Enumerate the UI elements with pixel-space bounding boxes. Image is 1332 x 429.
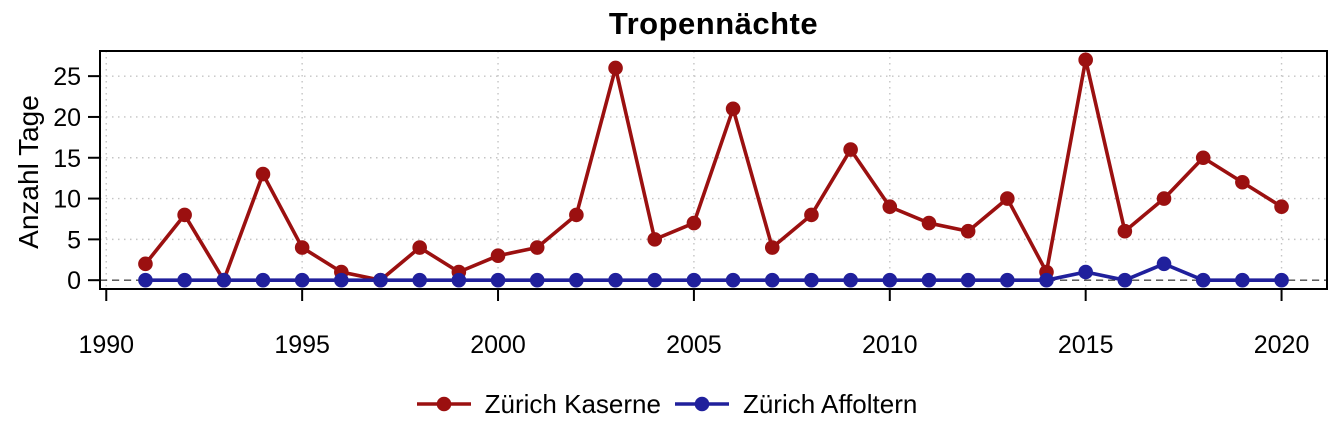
series-0-point-1991 <box>138 256 153 272</box>
legend: Zürich Kaserne Zürich Affoltern <box>0 384 1332 424</box>
x-tick-label-2020: 2020 <box>1254 331 1310 359</box>
series-1-point-2009 <box>843 272 858 288</box>
x-tick-label-1990: 1990 <box>78 331 134 359</box>
x-tick-label-2010: 2010 <box>862 331 918 359</box>
series-0-point-2007 <box>764 240 780 255</box>
series-0-point-2009 <box>843 142 858 157</box>
series-1-point-2019 <box>1235 272 1250 288</box>
series-1-point-2011 <box>921 272 937 288</box>
y-tick-label-20: 20 <box>53 104 81 132</box>
series-0-point-2003 <box>608 60 623 76</box>
legend-item-zurich-affoltern: Zürich Affoltern <box>673 389 917 420</box>
series-1-point-2003 <box>608 272 623 288</box>
y-tick-label-25: 25 <box>53 63 81 91</box>
plot-border <box>99 50 1328 290</box>
series-1-point-1997 <box>373 272 388 288</box>
series-0-point-2016 <box>1117 223 1133 239</box>
legend-sample-marker-0 <box>436 396 451 412</box>
legend-marker-zurich-affoltern <box>674 396 729 412</box>
y-tick-label-10: 10 <box>53 186 81 214</box>
series-1-point-1994 <box>255 272 271 288</box>
y-tick-label-5: 5 <box>67 226 81 254</box>
series-1-point-1991 <box>138 272 153 288</box>
series-0-point-2011 <box>921 215 937 231</box>
series-1-point-2005 <box>686 272 702 288</box>
series-1-point-2012 <box>960 272 976 288</box>
series-1-line <box>143 262 1284 282</box>
legend-marker-zurich-kaserne <box>416 396 471 412</box>
series-0-point-2001 <box>529 240 545 255</box>
series-0-point-2017 <box>1156 191 1172 206</box>
series-0-point-2002 <box>569 207 584 223</box>
series-0-point-1992 <box>177 207 192 223</box>
y-tick-label-0: 0 <box>67 267 81 295</box>
series-0-line <box>143 58 1284 282</box>
legend-sample-marker-1 <box>694 396 710 412</box>
series-0-point-2019 <box>1235 174 1250 190</box>
series-1-point-1998 <box>412 272 427 288</box>
series-0-point-2006 <box>725 101 741 117</box>
series-1-point-2008 <box>804 272 819 288</box>
legend-label-zurich-kaserne: Zürich Kaserne <box>484 388 661 419</box>
x-tick-label-1995: 1995 <box>274 331 330 359</box>
series-0-point-1995 <box>294 240 310 255</box>
legend-label-zurich-affoltern: Zürich Affoltern <box>742 388 918 419</box>
series-1-point-2013 <box>1000 272 1015 288</box>
series-0-point-1998 <box>412 240 427 255</box>
series-1-point-2016 <box>1117 272 1133 288</box>
series-1-point-2018 <box>1195 272 1211 288</box>
series-1-point-2020 <box>1274 272 1289 288</box>
series-1-point-2007 <box>764 272 780 288</box>
series-0-point-2012 <box>960 223 976 239</box>
x-tick-label-2005: 2005 <box>666 331 722 359</box>
series-1-point-2017 <box>1156 256 1172 272</box>
chart-title: Tropennächte <box>608 6 819 41</box>
series-0-point-1994 <box>255 166 271 182</box>
series-0-point-2008 <box>804 207 819 223</box>
series-1-point-1996 <box>334 272 349 288</box>
series-1-point-2014 <box>1039 272 1054 288</box>
series-1-point-2006 <box>725 272 741 288</box>
series-0-point-2020 <box>1274 199 1289 215</box>
series-1-point-2004 <box>647 272 663 288</box>
series-0-point-2015 <box>1078 52 1093 68</box>
series-0-point-2000 <box>490 248 506 263</box>
series-1-point-2002 <box>569 272 584 288</box>
series-1-point-2015 <box>1078 264 1093 280</box>
series-0-point-2004 <box>647 232 663 247</box>
series-0-point-2010 <box>882 199 898 215</box>
series-0-point-2018 <box>1195 150 1211 166</box>
series-1-point-1993 <box>216 272 232 288</box>
series-0-point-2005 <box>686 215 702 231</box>
legend-item-zurich-kaserne: Zürich Kaserne <box>415 389 661 420</box>
series-1-point-2010 <box>882 272 898 288</box>
series-1-point-1995 <box>294 272 310 288</box>
series-1-point-2000 <box>490 272 506 288</box>
x-tick-label-2000: 2000 <box>470 331 526 359</box>
y-tick-label-15: 15 <box>53 145 81 173</box>
series-0-point-2013 <box>1000 191 1015 206</box>
series-1-point-1992 <box>177 272 192 288</box>
series-1-point-1999 <box>451 272 467 288</box>
series-1-point-2001 <box>529 272 545 288</box>
x-tick-label-2015: 2015 <box>1058 331 1114 359</box>
